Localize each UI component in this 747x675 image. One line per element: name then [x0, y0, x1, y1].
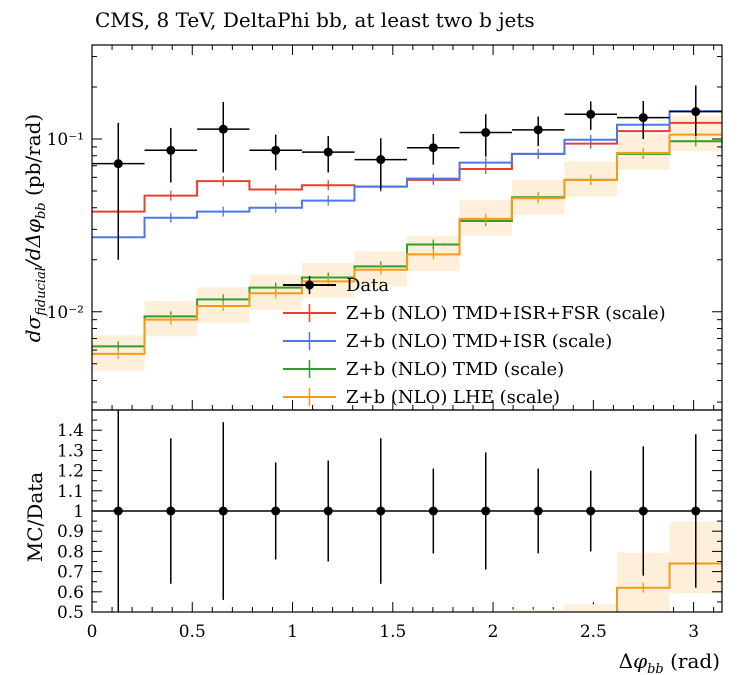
x-tick-label: 1.5	[379, 622, 406, 642]
ratio-point	[113, 506, 123, 516]
data-point	[481, 128, 491, 138]
legend-label: Data	[346, 275, 389, 296]
ratio-point	[691, 506, 701, 516]
legend-label: Z+b (NLO) TMD+ISR (scale)	[346, 331, 612, 352]
top-plot: 10⁻² 10⁻¹	[47, 44, 723, 612]
ratio-point	[586, 506, 596, 516]
legend-label: Z+b (NLO) TMD (scale)	[346, 359, 564, 380]
data-point	[166, 145, 176, 155]
ratio-point	[638, 506, 648, 516]
data-point	[271, 145, 281, 155]
ratio-lhe-line	[616, 562, 722, 612]
x-tick-label: 2.5	[580, 622, 607, 642]
ratio-point	[533, 506, 543, 516]
y-tick-label-ratio: 1.4	[57, 421, 84, 441]
ratio-point	[218, 506, 228, 516]
x-tick-label: 0.5	[179, 622, 206, 642]
x-tick-label: 2	[488, 622, 499, 642]
ratio-point	[323, 506, 333, 516]
data-point	[428, 143, 438, 153]
chart-title: CMS, 8 TeV, DeltaPhi bb, at least two b …	[95, 8, 535, 32]
legend: Data Z+b (NLO) TMD+ISR+FSR (scale) Z+b (NL…	[283, 275, 666, 408]
y-tick-label-ratio: 1	[73, 502, 84, 522]
x-tick-label: 0	[87, 622, 98, 642]
data-point	[113, 159, 123, 169]
y-tick-label-ratio: 0.6	[57, 583, 84, 603]
series-line-3	[92, 133, 722, 355]
y-tick-label-ratio: 0.7	[57, 563, 84, 583]
legend-label: Z+b (NLO) TMD+ISR+FSR (scale)	[346, 303, 666, 324]
ratio-lhe-band-bin	[511, 609, 565, 612]
ratio-point	[271, 506, 281, 516]
ratio-point	[376, 506, 386, 516]
y-tick-label-top: 10⁻²	[47, 303, 84, 323]
top-frame	[91, 44, 723, 411]
data-point	[586, 109, 596, 119]
y-tick-label-ratio: 0.9	[57, 522, 84, 542]
series-line-1	[92, 110, 722, 239]
ratio-plot: 0.50.60.70.80.911.11.21.31.40 0.5 1 1.5 2 2.5…	[57, 409, 723, 642]
data-point	[218, 124, 228, 134]
ratio-point	[166, 506, 176, 516]
ratio-point	[481, 506, 491, 516]
ratio-point	[428, 506, 438, 516]
data-point	[533, 125, 543, 135]
y-tick-label-ratio: 1.1	[57, 482, 84, 502]
x-tick-label: 1	[287, 622, 298, 642]
top-plot-area	[92, 85, 722, 371]
y-tick-label-ratio: 0.5	[57, 603, 84, 623]
y-tick-label-ratio: 1.3	[57, 441, 84, 461]
data-point	[691, 107, 701, 117]
ratio-lhe-band-bin	[564, 604, 617, 612]
y-axis-label-ratio: MC/Data	[23, 472, 47, 563]
x-tick-label: 3	[688, 622, 699, 642]
data-point	[638, 113, 648, 123]
ratio-plot-area	[92, 410, 722, 612]
x-axis-label: Δφbb (rad)	[619, 649, 720, 675]
legend-marker-point	[305, 280, 314, 290]
legend-label: Z+b (NLO) LHE (scale)	[346, 387, 560, 408]
data-point	[323, 147, 333, 157]
y-tick-label-ratio: 0.8	[57, 542, 84, 562]
y-axis-label-top: dσfiducial/dΔφbb (pb/rad)	[21, 114, 49, 342]
y-tick-label-ratio: 1.2	[57, 462, 84, 482]
data-point	[376, 155, 386, 165]
y-tick-label-top: 10⁻¹	[47, 130, 84, 150]
